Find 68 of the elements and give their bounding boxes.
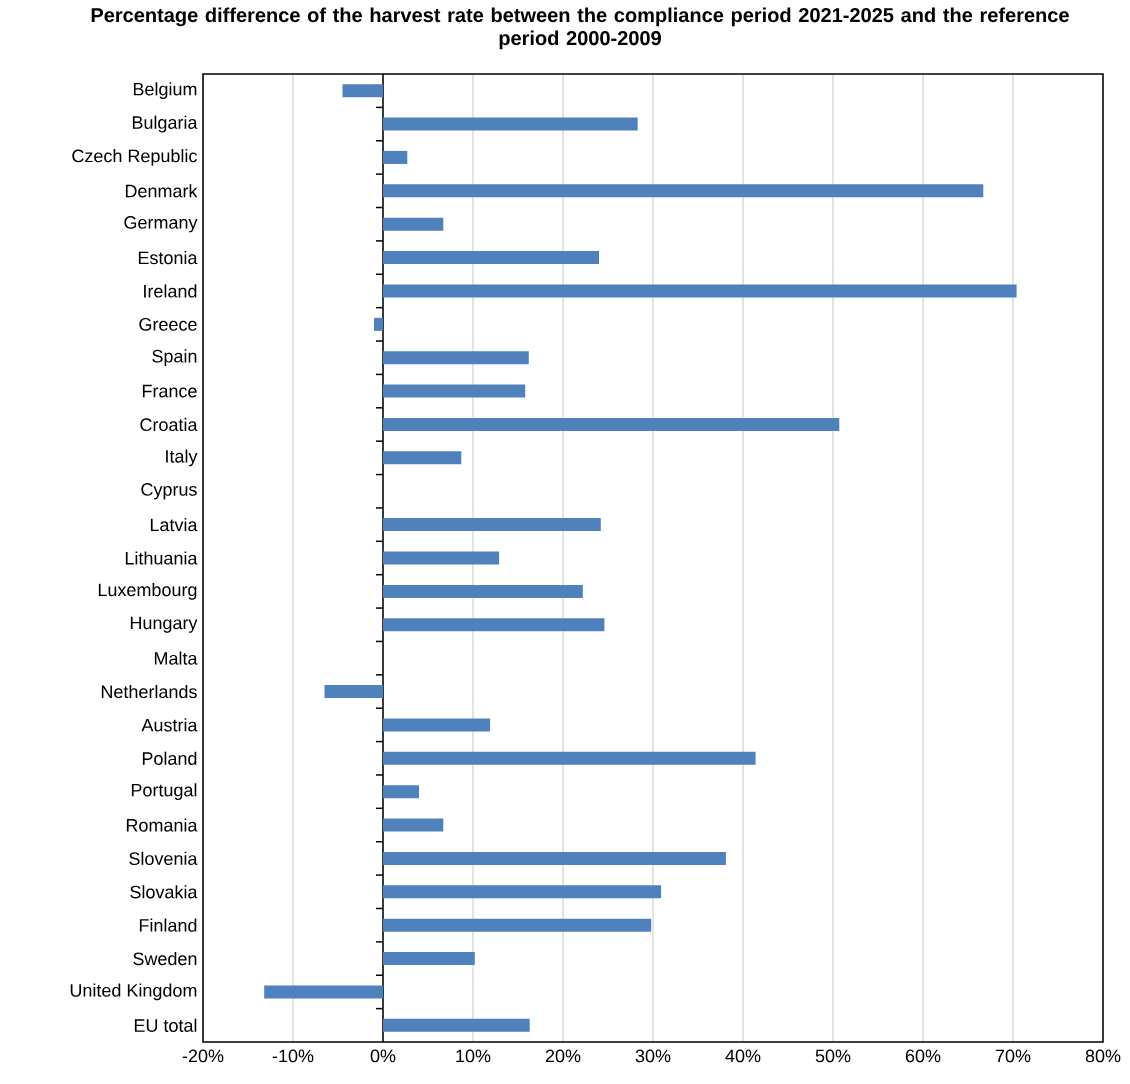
y-tick-label: United Kingdom [70,983,197,1001]
y-tick-label: Bulgaria [132,115,198,133]
x-tick-label: 40% [725,1049,761,1063]
bar [383,417,840,431]
y-tick-label: Croatia [140,417,198,432]
x-tick-label: -10% [272,1049,314,1063]
y-tick-label: Czech Republic [72,149,197,166]
bar [383,885,662,899]
y-tick-label: Romania [126,818,198,832]
y-tick-label: Cyprus [141,483,197,500]
y-tick-label: Germany [124,216,198,233]
bar [383,851,726,865]
bar [383,117,638,131]
bar [374,317,383,331]
bar [383,918,652,932]
bar [383,818,444,832]
x-tick-label: 50% [815,1049,851,1063]
bar [383,284,1017,298]
y-tick-label: Netherlands [101,684,197,699]
x-tick-label: 70% [995,1049,1031,1063]
x-tick-label: 10% [456,1049,491,1063]
chart-title: Percentage difference of the harvest rate between the compliance period 2021-2025 and the reference period 2000-2009 [91,7,1069,50]
y-tick-label: Italy [166,449,198,467]
bar [383,251,599,265]
bar [342,84,383,98]
x-tick-label: 60% [905,1049,941,1063]
x-tick-label: 20% [545,1049,581,1063]
bar [383,351,529,365]
y-tick-label: Greece [139,317,197,331]
y-tick-label: France [142,384,197,398]
y-tick-label: Finland [139,918,197,932]
y-tick-label: Hungary [130,616,198,633]
x-tick-label: 80% [1085,1049,1121,1063]
bar [383,451,462,465]
x-tick-label: 0% [370,1049,396,1063]
y-tick-label: Lithuania [125,551,198,565]
y-tick-label: Denmark [125,184,198,198]
bar [383,1018,530,1032]
y-tick-label: Ireland [144,284,197,298]
y-tick-label: EU total [134,1018,197,1032]
y-tick-label: Austria [141,718,198,732]
y-tick-label: Latvia [150,518,198,532]
x-tick-label: 30% [635,1049,671,1063]
bar [383,384,526,398]
y-tick-label: Sweden [133,951,197,966]
bar [264,985,383,999]
x-tick-label: -20% [182,1049,224,1063]
bar [383,718,491,732]
y-tick-label: Malta [154,651,198,665]
y-tick-label: Luxembourg [98,582,197,600]
bar [383,584,583,598]
bar [383,618,605,632]
bar [383,518,601,532]
y-tick-label: Spain [152,349,197,367]
bar [383,551,500,565]
y-tick-label: Slovakia [130,885,198,899]
y-tick-label: Belgium [133,82,197,100]
y-tick-label: Portugal [131,783,197,801]
bar [324,685,383,699]
bar [383,785,419,799]
bar [383,150,408,164]
bar [383,184,984,198]
y-tick-label: Estonia [138,250,198,265]
bar [383,952,475,966]
y-tick-label: Slovenia [129,851,198,866]
y-tick-label: Poland [142,751,197,765]
bar [383,751,756,765]
bar [383,217,444,231]
